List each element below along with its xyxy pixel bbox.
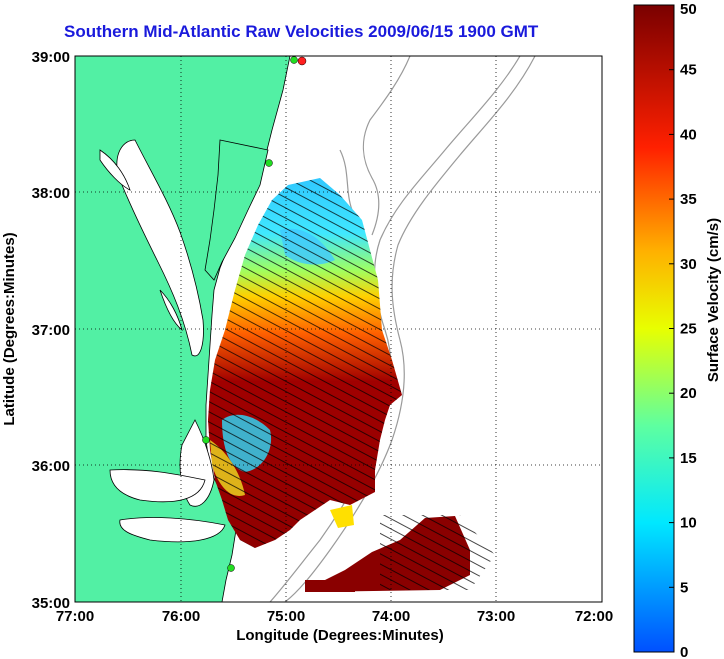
y-axis-label: Latitude (Degrees:Minutes) [1, 232, 18, 425]
y-tick-label: 36:00 [32, 458, 70, 475]
colorbar-tick-label: 50 [680, 1, 697, 18]
eastern-shore [204, 139, 269, 281]
grid-lines [75, 56, 602, 602]
colorbar-tick-label: 40 [680, 126, 697, 143]
colorbar-tick-label: 10 [680, 515, 697, 532]
chart-title: Southern Mid-Atlantic Raw Velocities 200… [64, 22, 539, 41]
y-tick-label: 38:00 [32, 185, 70, 202]
y-axis: 39:00 38:00 37:00 36:00 35:00 Latitude (… [1, 49, 70, 612]
station-marker [290, 56, 298, 64]
colorbar-tick-label: 15 [680, 450, 697, 467]
colorbar: 0 5 10 15 20 25 30 35 40 45 50 Surface Velocity (c… [633, 1, 722, 659]
colorbar-tick-label: 35 [680, 191, 697, 208]
colorbar-tick-label: 30 [680, 256, 697, 273]
station-marker [227, 564, 235, 572]
colorbar-label: Surface Velocity (cm/s) [705, 218, 722, 382]
colorbar-tick-label: 25 [680, 321, 697, 338]
velocity-field [208, 178, 495, 592]
bays-and-sounds [99, 139, 226, 543]
y-tick-label: 37:00 [32, 322, 70, 339]
colorbar-gradient [633, 4, 675, 653]
station-marker [265, 159, 273, 167]
station-marker [202, 436, 210, 444]
colorbar-tick-label: 45 [680, 62, 697, 79]
plot-border [74, 55, 603, 603]
x-tick-label: 77:00 [56, 608, 94, 625]
colorbar-tick-label: 5 [680, 579, 688, 596]
colorbar-tick-label: 0 [680, 644, 688, 659]
colorbar-tick-label: 20 [680, 385, 697, 402]
y-tick-label: 39:00 [32, 49, 70, 66]
x-axis-label: Longitude (Degrees:Minutes) [236, 627, 444, 644]
y-tick-label: 35:00 [32, 595, 70, 612]
x-tick-label: 72:00 [575, 608, 613, 625]
x-tick-label: 76:00 [162, 608, 200, 625]
x-tick-label: 73:00 [477, 608, 515, 625]
bathymetry-contours [269, 56, 536, 602]
x-axis: 77:00 76:00 75:00 74:00 73:00 72:00 Long… [56, 608, 613, 644]
x-tick-label: 74:00 [372, 608, 410, 625]
station-marker [297, 56, 307, 66]
x-tick-label: 75:00 [267, 608, 305, 625]
